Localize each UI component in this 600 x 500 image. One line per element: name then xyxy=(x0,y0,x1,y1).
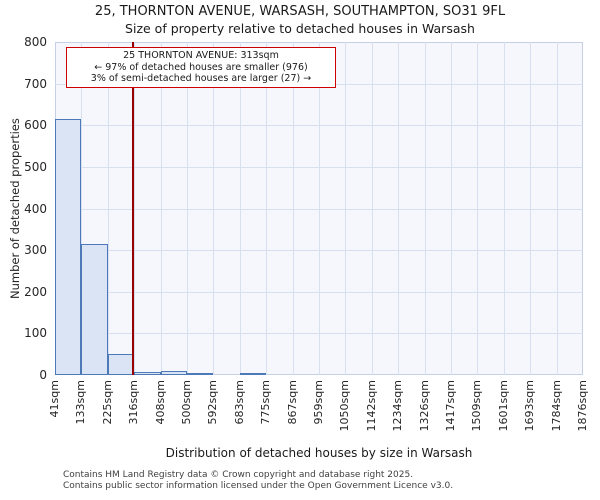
y-tick-label: 500 xyxy=(24,160,47,174)
x-tick-label: 1693sqm xyxy=(523,380,536,432)
x-tick-label: 1234sqm xyxy=(391,380,404,432)
v-gridline xyxy=(108,42,109,375)
v-gridline xyxy=(504,42,505,375)
annotation-larger-note: 3% of semi-detached houses are larger (2… xyxy=(90,73,312,84)
x-tick-label: 959sqm xyxy=(312,380,325,425)
y-tick-label: 200 xyxy=(24,285,47,299)
x-tick-label: 1326sqm xyxy=(418,380,431,432)
x-tick-label: 316sqm xyxy=(127,380,140,425)
chart-subtitle: Size of property relative to detached ho… xyxy=(125,21,475,36)
v-gridline xyxy=(266,42,267,375)
footer: Contains HM Land Registry data © Crown c… xyxy=(63,470,453,492)
y-tick-label: 700 xyxy=(24,77,47,91)
x-axis-label: Distribution of detached houses by size … xyxy=(165,446,473,460)
footer-line-1: Contains HM Land Registry data © Crown c… xyxy=(63,470,414,480)
x-tick-label: 1509sqm xyxy=(470,380,483,432)
property-size-marker-line xyxy=(132,42,134,375)
histogram-bar xyxy=(240,373,266,375)
x-tick-label: 1876sqm xyxy=(576,380,589,432)
y-tick-label: 800 xyxy=(24,35,47,49)
y-tick-label: 300 xyxy=(24,243,47,257)
x-tick-label: 1601sqm xyxy=(497,380,510,432)
x-tick-label: 500sqm xyxy=(180,380,193,425)
x-tick-label: 1050sqm xyxy=(338,380,351,432)
v-gridline xyxy=(293,42,294,375)
v-gridline xyxy=(477,42,478,375)
y-tick-label: 0 xyxy=(39,368,47,382)
x-tick-label: 408sqm xyxy=(154,380,167,425)
y-tick-label: 100 xyxy=(24,326,47,340)
y-tick-label: 400 xyxy=(24,202,47,216)
x-tick-label: 133sqm xyxy=(74,380,87,425)
v-gridline xyxy=(372,42,373,375)
histogram-bar xyxy=(134,372,161,375)
x-tick-label: 1784sqm xyxy=(550,380,563,432)
x-tick-label: 1142sqm xyxy=(365,380,378,432)
plot-area: 25 THORNTON AVENUE: 313sqm ← 97% of deta… xyxy=(55,42,583,375)
histogram-bar xyxy=(187,373,213,375)
v-gridline xyxy=(451,42,452,375)
v-gridline xyxy=(557,42,558,375)
annotation-title: 25 THORNTON AVENUE: 313sqm xyxy=(123,50,279,61)
v-gridline xyxy=(530,42,531,375)
v-gridline xyxy=(187,42,188,375)
v-gridline xyxy=(345,42,346,375)
x-tick-label: 775sqm xyxy=(259,380,272,425)
x-tick-label: 41sqm xyxy=(48,380,61,418)
annotation-smaller-note: ← 97% of detached houses are smaller (97… xyxy=(94,61,308,73)
v-gridline xyxy=(425,42,426,375)
v-gridline xyxy=(240,42,241,375)
footer-line-2: Contains public sector information licen… xyxy=(63,481,454,491)
v-gridline xyxy=(161,42,162,375)
x-tick-label: 1417sqm xyxy=(444,380,457,432)
v-gridline xyxy=(398,42,399,375)
x-tick-label: 592sqm xyxy=(206,380,219,425)
x-tick-label: 867sqm xyxy=(286,380,299,425)
v-gridline xyxy=(319,42,320,375)
histogram-bar xyxy=(55,119,81,375)
chart-title: 25, THORNTON AVENUE, WARSASH, SOUTHAMPTO… xyxy=(94,4,506,19)
y-tick-label: 600 xyxy=(24,118,47,132)
v-gridline xyxy=(81,42,82,375)
histogram-bar xyxy=(161,371,187,375)
histogram-bar xyxy=(81,244,108,375)
v-gridline xyxy=(213,42,214,375)
x-tick-label: 225sqm xyxy=(101,380,114,425)
v-gridline xyxy=(134,42,135,375)
x-tick-label: 683sqm xyxy=(233,380,246,425)
annotation-box: 25 THORNTON AVENUE: 313sqm ← 97% of deta… xyxy=(66,47,336,88)
histogram-bar xyxy=(108,354,134,375)
